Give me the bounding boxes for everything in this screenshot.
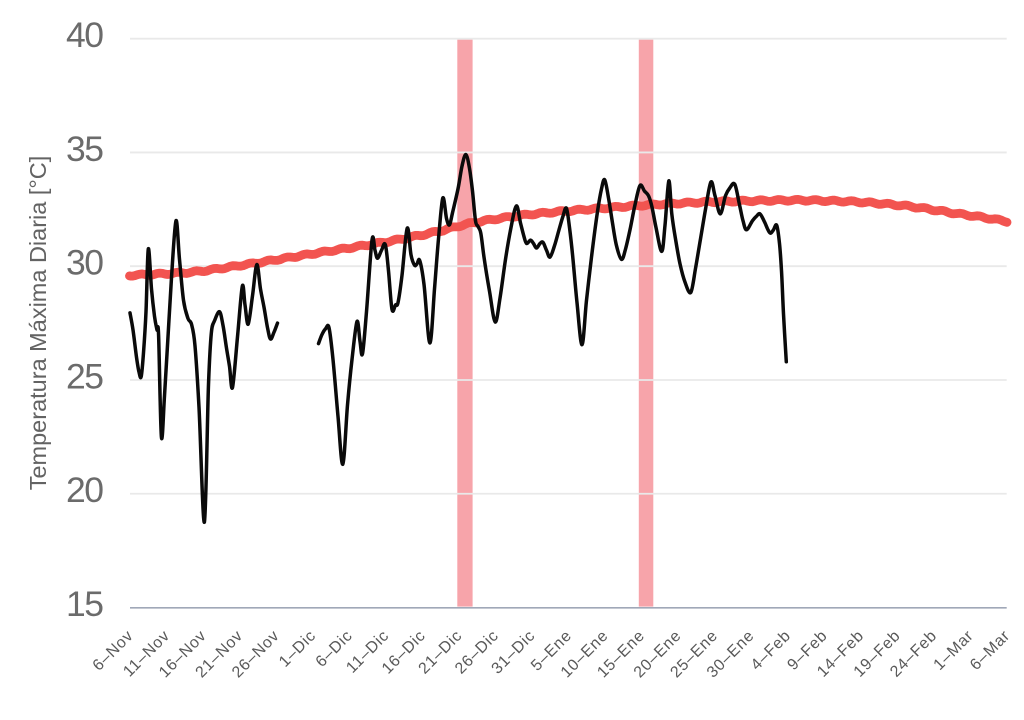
svg-text:25: 25 [66,356,103,396]
svg-text:35: 35 [66,129,103,169]
svg-text:40: 40 [66,15,103,55]
svg-text:30: 30 [66,243,103,283]
svg-text:15: 15 [66,584,103,624]
svg-text:20: 20 [66,470,103,510]
svg-text:Temperatura Máxima Diaria [°C]: Temperatura Máxima Diaria [°C] [25,156,51,491]
